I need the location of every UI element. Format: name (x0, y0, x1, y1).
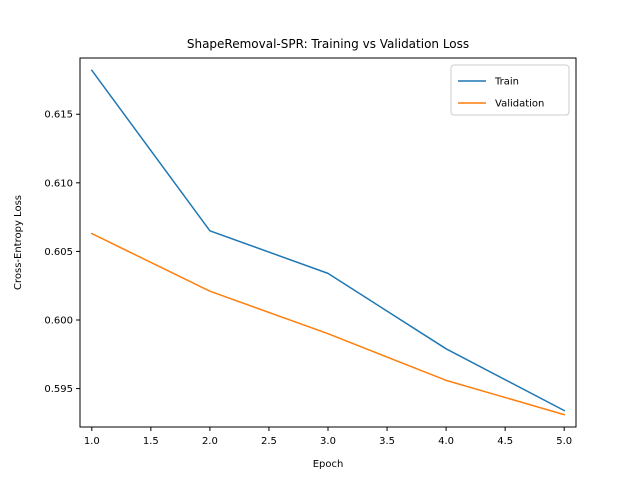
x-axis-ticks: 1.0 1.5 2.0 2.5 3.0 3.5 4.0 4.5 5.0 (84, 427, 572, 447)
series-line-train (90, 69, 566, 412)
x-tick-label: 4.0 (438, 436, 454, 447)
plot-frame (79, 57, 577, 428)
x-tick-label: 5.0 (556, 436, 572, 447)
series-line-validation (90, 232, 566, 416)
y-tick-label: 0.605 (44, 247, 73, 258)
x-tick-label: 1.0 (84, 436, 100, 447)
legend-label: Train (494, 77, 519, 88)
y-tick-label: 0.610 (44, 178, 73, 189)
x-tick-label: 1.5 (143, 436, 159, 447)
x-tick-label: 4.5 (497, 436, 513, 447)
y-tick-label: 0.600 (44, 316, 73, 327)
y-tick-label: 0.595 (44, 384, 73, 395)
chart-title: ShapeRemoval-SPR: Training vs Validation… (187, 37, 469, 51)
series-layer (90, 69, 566, 416)
y-tick-label: 0.615 (44, 110, 73, 121)
legend-label: Validation (495, 99, 544, 110)
legend: Train Validation (450, 64, 570, 116)
y-axis-title: Cross-Entropy Loss (13, 195, 24, 290)
x-tick-label: 3.0 (320, 436, 336, 447)
x-tick-label: 2.0 (202, 436, 218, 447)
x-tick-label: 3.5 (379, 436, 395, 447)
x-axis-title: Epoch (313, 459, 344, 470)
x-tick-label: 2.5 (261, 436, 277, 447)
y-axis-ticks: 0.595 0.600 0.605 0.610 0.615 (44, 110, 80, 395)
